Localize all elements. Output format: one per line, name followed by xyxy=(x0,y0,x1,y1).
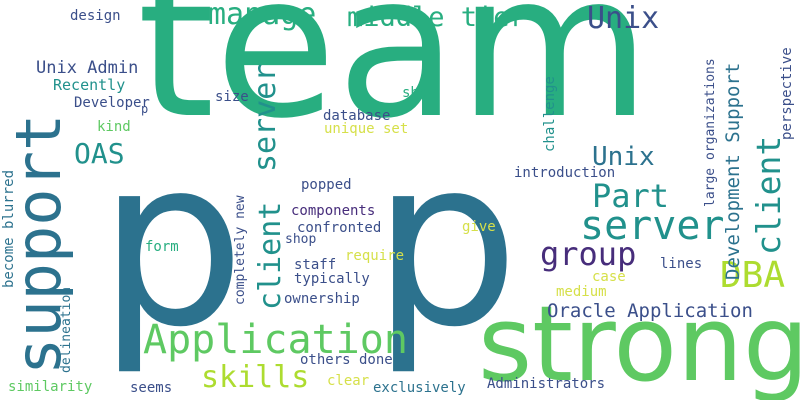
word-require: require xyxy=(345,248,405,264)
word-oracle-application: Oracle Application xyxy=(547,300,753,322)
word-size: size xyxy=(215,89,249,105)
word-recently: Recently xyxy=(53,76,126,94)
word-p-small: p xyxy=(141,102,149,116)
word-ownership: ownership xyxy=(284,291,360,307)
word-large-organizations: large organizations xyxy=(703,58,718,207)
word-completely-new: completely new xyxy=(233,195,248,305)
word-middle-tier: middle tier xyxy=(347,2,526,33)
word-strong: strong xyxy=(478,283,800,400)
word-staff: staff xyxy=(294,257,337,273)
word-dba: DBA xyxy=(720,255,786,296)
word-unix-mid: Unix xyxy=(592,142,655,172)
word-case: case xyxy=(592,269,626,285)
word-medium: medium xyxy=(556,284,607,300)
word-exclusively: exclusively xyxy=(373,380,466,396)
word-p-2: p xyxy=(372,108,520,378)
word-client-vertical-1: client xyxy=(253,201,288,310)
word-show: show xyxy=(402,85,436,101)
word-delineation: delineation xyxy=(59,286,74,373)
word-similarity: similarity xyxy=(8,379,93,395)
word-components: components xyxy=(291,203,376,219)
word-design: design xyxy=(70,8,121,24)
word-seems: seems xyxy=(130,380,173,396)
word-client-vertical-2: client xyxy=(749,135,788,255)
word-perspective: perspective xyxy=(779,47,795,140)
word-skills: skills xyxy=(201,360,310,395)
word-introduction: introduction xyxy=(514,165,616,181)
word-lines: lines xyxy=(660,256,703,272)
word-others-done: others done xyxy=(300,352,393,368)
word-database: database xyxy=(323,108,391,124)
word-server: server xyxy=(580,203,725,249)
word-clear: clear xyxy=(327,373,370,389)
word-application: Application xyxy=(143,317,408,363)
word-become-blurred: become blurred xyxy=(1,169,17,288)
word-popped: popped xyxy=(301,177,352,193)
word-oas: OAS xyxy=(74,137,125,170)
word-unix-top: Unix xyxy=(587,1,660,36)
word-p-1: p xyxy=(98,108,246,378)
word-development-support: Development Support xyxy=(722,62,744,280)
word-server-vertical: server xyxy=(248,63,283,172)
word-unix-admin: Unix Admin xyxy=(36,58,139,78)
word-typically: typically xyxy=(294,271,370,287)
word-unique-set: unique set xyxy=(324,121,409,137)
word-shop: shop xyxy=(285,232,317,247)
word-manage: manage xyxy=(208,0,317,32)
word-group: group xyxy=(540,235,637,273)
word-part: Part xyxy=(592,177,670,215)
word-team: team xyxy=(137,0,651,162)
word-developer: Developer xyxy=(74,95,150,111)
word-form: form xyxy=(145,239,179,255)
word-challenge: challenge xyxy=(542,76,558,152)
word-kind: kind xyxy=(97,119,131,135)
word-administrators: Administrators xyxy=(487,376,606,392)
word-give: give xyxy=(462,219,496,235)
word-confronted: confronted xyxy=(297,220,382,236)
